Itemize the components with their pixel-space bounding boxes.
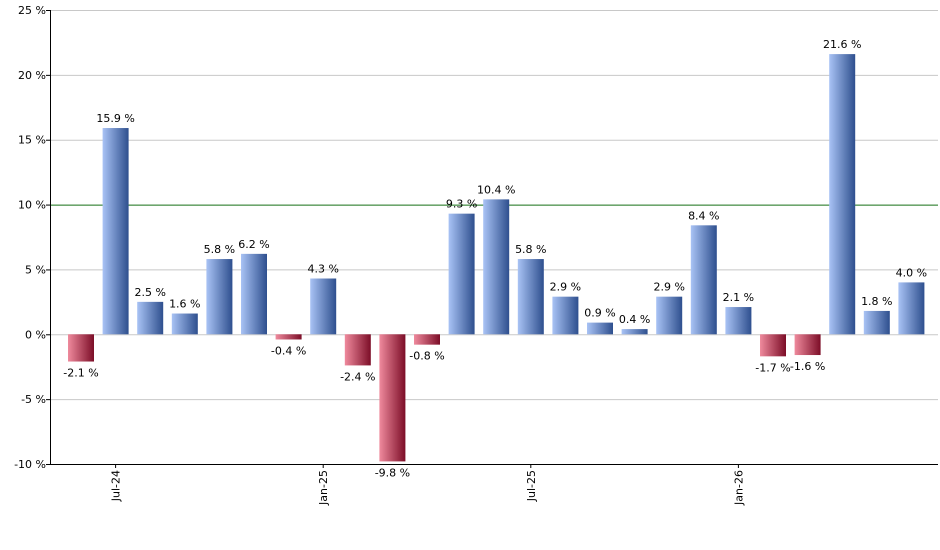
data-label: 8.4 % [688, 209, 719, 222]
data-label: -0.8 % [409, 350, 444, 363]
data-labels: -2.1 %15.9 %2.5 %1.6 %5.8 % 6.2 %-0.4 %4.… [63, 38, 927, 479]
data-label: -2.4 % [340, 370, 375, 383]
y-tick-label: 25 % [18, 4, 46, 17]
x-tick-label: Jan-26 [732, 470, 745, 506]
data-label: 0.9 % [584, 307, 615, 320]
data-label: -1.6 % [790, 360, 825, 373]
data-label: 1.6 % [169, 298, 200, 311]
bar [794, 334, 821, 356]
data-label: 2.9 % [653, 281, 684, 294]
data-label: 9.3 % [446, 198, 477, 211]
bar [344, 334, 371, 366]
y-tick-label: -5 % [21, 393, 46, 406]
data-label: 10.4 % [477, 183, 515, 196]
bar [171, 313, 198, 335]
bar [137, 301, 164, 335]
bar [621, 329, 648, 335]
x-tick-label: Jul-24 [110, 470, 123, 502]
data-label: -0.4 % [271, 344, 306, 357]
axes [50, 10, 938, 468]
x-tick-label: Jul-25 [525, 470, 538, 502]
bar [68, 334, 94, 362]
data-label: -9.8 % [375, 466, 410, 479]
bar [414, 334, 440, 345]
bar [102, 128, 129, 335]
bar [552, 296, 579, 335]
data-label: 5.8 % [515, 243, 546, 256]
data-label: 4.0 % [896, 266, 927, 279]
bar [517, 259, 544, 335]
data-label: 6.2 % [238, 238, 269, 251]
bar [690, 225, 717, 335]
bar [275, 334, 302, 340]
bar [898, 282, 925, 335]
y-tick-label: -10 % [14, 458, 46, 471]
bar [379, 334, 406, 462]
y-axis-tick-labels: -10 % -5 % 0 % 5 % 10 % 15 % 20 % 25 % [14, 4, 46, 471]
y-tick-label: 10 % [18, 199, 46, 212]
data-label: -1.7 % [755, 361, 790, 374]
bar [829, 54, 856, 335]
bar [863, 310, 890, 335]
data-label: 0.4 % [619, 313, 650, 326]
data-label: 1.8 % [861, 295, 892, 308]
y-tick-label: 0 % [25, 328, 46, 341]
bar [206, 259, 233, 335]
data-label: 4.3 % [307, 263, 338, 276]
bars [68, 54, 925, 462]
bar [241, 253, 267, 335]
y-tick-label: 5 % [25, 263, 46, 276]
x-axis-tick-labels: Jul-24 Jan-25 Jul-25 Jan-26 [110, 470, 746, 506]
data-label: 2.5 % [134, 286, 165, 299]
y-tick-label: 15 % [18, 134, 46, 147]
y-tick-label: 20 % [18, 69, 46, 82]
data-label: 2.9 % [550, 281, 581, 294]
bar [725, 307, 752, 335]
bar [656, 296, 683, 335]
x-tick-label: Jan-25 [317, 470, 330, 506]
bar [448, 213, 475, 335]
data-label: 15.9 % [96, 112, 134, 125]
bar [483, 199, 510, 335]
data-label: 21.6 % [823, 38, 861, 51]
data-label: -2.1 % [63, 367, 98, 380]
data-label: 2.1 % [723, 291, 754, 304]
bar [310, 278, 337, 335]
data-label: 5.8 % [204, 243, 235, 256]
bar [587, 322, 613, 335]
bar [760, 334, 786, 357]
